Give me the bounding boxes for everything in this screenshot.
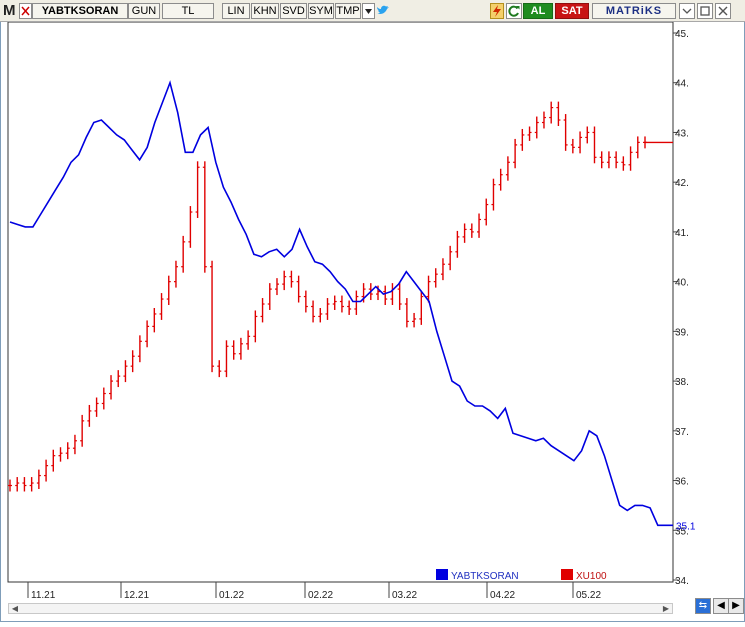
bird-icon[interactable] bbox=[376, 3, 390, 19]
legend-swatch-xu100 bbox=[561, 569, 573, 580]
x-tick-label: 04.22 bbox=[490, 590, 515, 601]
x-tick-label: 11.21 bbox=[31, 590, 56, 601]
chart-area[interactable]: 34. 35. 36. 37. 38. 39. 40. 41. 42. 43. 44. 45. 11.… bbox=[0, 21, 745, 622]
price-chart[interactable]: 34. 35. 36. 37. 38. 39. 40. 41. 42. 43. 44. 45. 11.… bbox=[0, 21, 745, 622]
toolbar: M YABTKSORAN GUN TL LIN KHN SVD SYM TMP … bbox=[0, 0, 745, 22]
next-icon[interactable]: ▶ bbox=[728, 598, 744, 614]
y-tick-label: 38. bbox=[675, 377, 689, 388]
series-line-yabtksoran bbox=[9, 80, 673, 527]
x-tick-label: 05.22 bbox=[576, 590, 601, 601]
x-tick-label: 03.22 bbox=[392, 590, 417, 601]
symbol-button[interactable]: YABTKSORAN bbox=[32, 3, 128, 19]
tmp-button[interactable]: TMP bbox=[335, 3, 361, 19]
y-tick-label: 44. bbox=[675, 79, 689, 90]
y-tick-label: 34. bbox=[675, 576, 689, 587]
buy-button[interactable]: AL bbox=[523, 3, 553, 19]
lightning-icon[interactable] bbox=[490, 3, 504, 19]
swap-icon[interactable]: ⇆ bbox=[695, 598, 711, 614]
y-tick-label: 45. bbox=[675, 29, 689, 40]
refresh-icon[interactable] bbox=[506, 3, 522, 19]
svd-button[interactable]: SVD bbox=[280, 3, 307, 19]
legend-swatch-yabtksoran bbox=[436, 569, 448, 580]
scroll-left-icon[interactable]: ◀ bbox=[11, 604, 19, 613]
y-tick-label: 40. bbox=[675, 278, 689, 289]
khn-button[interactable]: KHN bbox=[251, 3, 279, 19]
minimize-icon[interactable] bbox=[679, 3, 695, 19]
prev-icon[interactable]: ◀ bbox=[713, 598, 729, 614]
y-tick-label: 43. bbox=[675, 128, 689, 139]
last-value-label: 35.1 bbox=[676, 521, 696, 532]
close-small-icon[interactable] bbox=[19, 3, 32, 19]
y-tick-label: 41. bbox=[675, 228, 689, 239]
y-tick-label: 37. bbox=[675, 427, 689, 438]
currency-button[interactable]: TL bbox=[162, 3, 214, 19]
matriks-brand: MATRiKS bbox=[592, 3, 676, 19]
legend-label-xu100: XU100 bbox=[576, 571, 607, 582]
sell-button[interactable]: SAT bbox=[555, 3, 589, 19]
x-tick-label: 12.21 bbox=[124, 590, 149, 601]
y-tick-label: 39. bbox=[675, 327, 689, 338]
x-tick-label: 01.22 bbox=[219, 590, 244, 601]
maximize-icon[interactable] bbox=[697, 3, 713, 19]
legend-label-yabtksoran: YABTKSORAN bbox=[451, 571, 519, 582]
close-icon[interactable] bbox=[715, 3, 731, 19]
y-tick-label: 42. bbox=[675, 178, 689, 189]
scroll-right-icon[interactable]: ▶ bbox=[662, 604, 670, 613]
dropdown-arrow-icon[interactable] bbox=[362, 3, 375, 19]
y-tick-label: 36. bbox=[675, 477, 689, 488]
y-tick-label: 35. bbox=[675, 526, 689, 537]
matriks-logo: M bbox=[3, 2, 16, 19]
scale-button[interactable]: LIN bbox=[222, 3, 250, 19]
horizontal-scrollbar[interactable]: ◀ ▶ bbox=[8, 603, 673, 614]
sym-button[interactable]: SYM bbox=[308, 3, 334, 19]
x-tick-label: 02.22 bbox=[308, 590, 333, 601]
period-button[interactable]: GUN bbox=[128, 3, 160, 19]
